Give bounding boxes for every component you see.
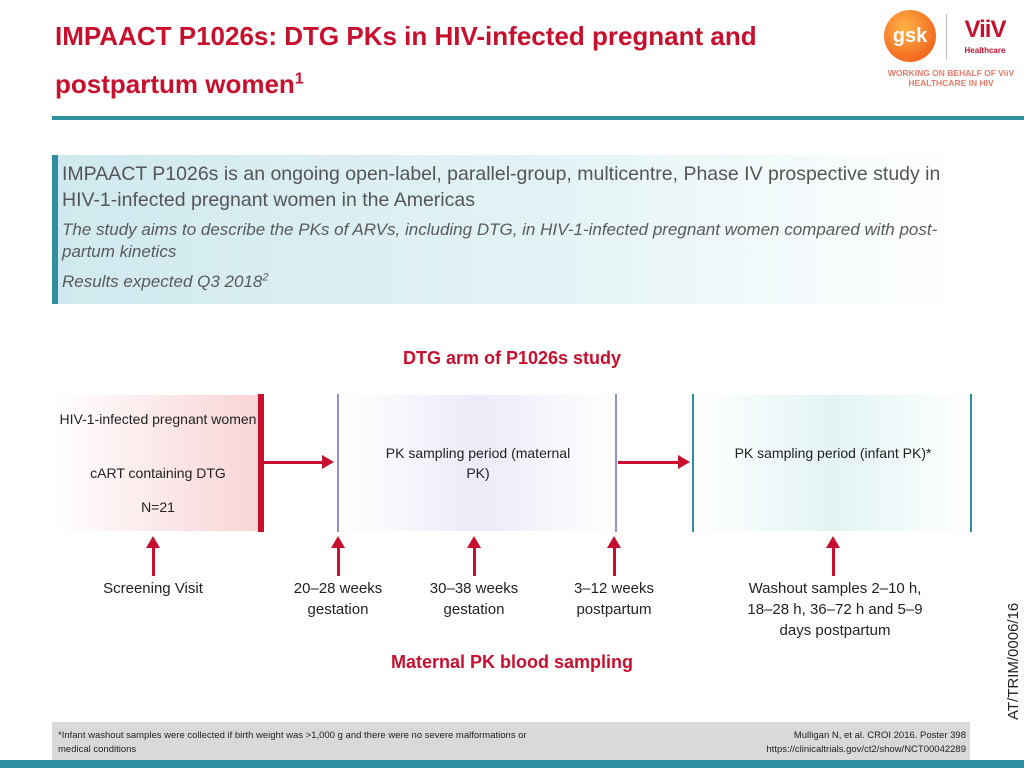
logo-area: gsk ViiV Healthcare WORKING ON BEHALF OF… xyxy=(884,8,1014,88)
working-on-behalf-text: WORKING ON BEHALF OF ViiV HEALTHCARE IN … xyxy=(887,68,1015,88)
infant-pk-label: PK sampling period (infant PK)* xyxy=(734,445,932,461)
viiv-logo-subtext: Healthcare xyxy=(964,46,1006,55)
timepoint-3-12-weeks-text: 3–12 weeks postpartum xyxy=(573,580,655,618)
timepoint-30-38-weeks: 30–38 weeks gestation xyxy=(374,578,574,620)
summary-results-text: Results expected Q3 2018 xyxy=(62,272,263,291)
footer: *Infant washout samples were collected i… xyxy=(52,722,970,760)
timepoint-washout-samples: Washout samples 2–10 h, 18–28 h, 36–72 h… xyxy=(730,578,940,641)
infant-end-line xyxy=(970,394,972,532)
page-title: IMPAACT P1026s: DTG PKs in HIV-infected … xyxy=(55,12,855,108)
summary-accent-bar xyxy=(52,155,58,304)
timepoint-20-28-weeks: 20–28 weeks gestation xyxy=(238,578,438,620)
study-summary-box: IMPAACT P1026s is an ongoing open-label,… xyxy=(52,155,957,304)
summary-results-line: Results expected Q3 20182 xyxy=(62,271,942,293)
arrow-up-washout xyxy=(826,536,840,576)
summary-aim-text: The study aims to describe the PKs of AR… xyxy=(62,220,938,261)
maternal-pk-box: PK sampling period (maternal PK) xyxy=(338,395,618,531)
screening-population: HIV-1-infected pregnant women xyxy=(59,411,257,427)
summary-main-text: IMPAACT P1026s is an ongoing open-label,… xyxy=(62,163,941,211)
maternal-pk-sampling-label: Maternal PK blood sampling xyxy=(390,652,634,672)
timepoint-washout-text: Washout samples 2–10 h, 18–28 h, 36–72 h… xyxy=(747,580,923,639)
arrow-to-maternal-period xyxy=(264,455,334,469)
screening-regimen: cART containing DTG xyxy=(90,465,226,481)
arrow-up-screening xyxy=(146,536,160,576)
page-title-text: IMPAACT P1026s: DTG PKs in HIV-infected … xyxy=(55,21,757,99)
arrow-up-30-38-weeks xyxy=(467,536,481,576)
arrow-up-3-12-weeks xyxy=(607,536,621,576)
timepoint-screening-visit: Screening Visit xyxy=(103,580,203,597)
reference-1: Mulligan N, et al. CROI 2016. Poster 398 xyxy=(793,730,966,741)
infant-pk-box: PK sampling period (infant PK)* xyxy=(693,395,973,531)
title-reference-mark: 1 xyxy=(294,70,304,88)
document-code: AT/TRIM/0006/16 xyxy=(1005,602,1022,720)
viiv-logo-text: ViiV xyxy=(964,16,1007,43)
header-divider xyxy=(52,116,1024,120)
reference-2: https://clinicaltrials.gov/ct2/show/NCT0… xyxy=(766,744,966,755)
screening-box: HIV-1-infected pregnant women cART conta… xyxy=(52,395,264,531)
bottom-accent-bar xyxy=(0,760,1024,768)
maternal-pk-label: PK sampling period (maternal PK) xyxy=(385,445,571,481)
screening-boundary-line xyxy=(258,394,264,532)
timepoint-3-12-weeks: 3–12 weeks postpartum xyxy=(514,578,714,620)
timepoint-20-28-weeks-text: 20–28 weeks gestation xyxy=(293,580,383,618)
references: Mulligan N, et al. CROI 2016. Poster 398… xyxy=(666,729,966,757)
maternal-end-line xyxy=(615,394,617,532)
maternal-start-line xyxy=(337,394,339,532)
footnote: *Infant washout samples were collected i… xyxy=(58,730,527,755)
viiv-logo: ViiV Healthcare xyxy=(956,10,1014,64)
screening-n: N=21 xyxy=(141,499,175,515)
infant-start-line xyxy=(692,394,694,532)
gsk-logo: gsk xyxy=(884,10,936,62)
timepoint-30-38-weeks-text: 30–38 weeks gestation xyxy=(429,580,519,618)
arrow-to-infant-period xyxy=(618,455,690,469)
results-reference-mark: 2 xyxy=(262,271,269,284)
diagram-title: DTG arm of P1026s study xyxy=(402,348,622,368)
arrow-up-20-28-weeks xyxy=(331,536,345,576)
logo-divider xyxy=(946,14,947,60)
